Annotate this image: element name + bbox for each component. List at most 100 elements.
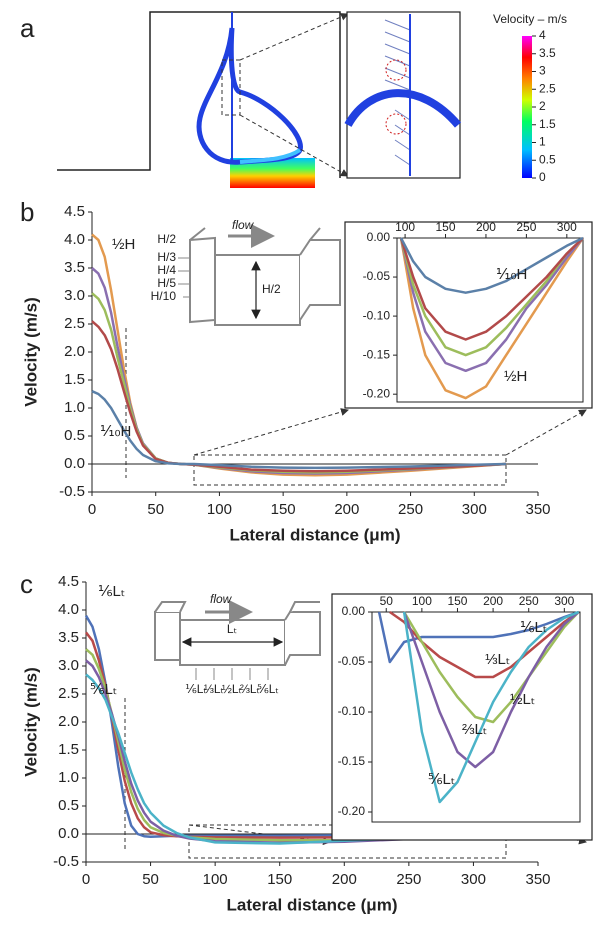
y-tick-label: 1.5 <box>64 371 85 388</box>
plot-frame <box>396 237 584 403</box>
series-line <box>403 611 580 724</box>
x-tick-label: 250 <box>519 594 539 608</box>
series-line <box>91 390 507 470</box>
zoom-arrow <box>505 409 587 456</box>
annotation: ⅓Lₜ <box>485 651 510 668</box>
length-label: Lₜ <box>227 622 237 636</box>
y-tick-label: 0.5 <box>58 797 79 814</box>
x-tick-label: 200 <box>483 594 503 608</box>
x-tick-label: 250 <box>396 871 421 888</box>
y-tick-label: 1.0 <box>58 769 79 786</box>
y-tick-label: 2.5 <box>64 315 85 332</box>
flow-label: flow <box>232 218 255 232</box>
series-line <box>399 237 584 357</box>
zoom-arrow <box>193 408 349 456</box>
x-tick-label: 50 <box>380 594 394 608</box>
x-tick-label: 300 <box>554 594 574 608</box>
y-tick-label: -0.5 <box>53 853 79 870</box>
level-label: H/10 <box>151 289 177 303</box>
x-tick-label: 200 <box>476 220 496 234</box>
x-tick-label: 300 <box>461 871 486 888</box>
series-line <box>85 673 506 845</box>
annotation: ⅒H <box>496 266 527 283</box>
panel-label: b <box>20 197 34 227</box>
series-line <box>402 611 580 769</box>
y-tick-label: 3.0 <box>58 657 79 674</box>
y-tick-label: -0.20 <box>363 386 391 400</box>
annotation: ⅒H <box>100 423 131 440</box>
x-axis-title: Lateral distance (μm) <box>229 525 400 544</box>
x-tick-label: 50 <box>147 501 164 518</box>
annotation: ⅚Lₜ <box>428 771 455 788</box>
flow-label: flow <box>210 592 233 606</box>
position-label: ⅔Lₜ <box>240 682 260 696</box>
y-tick-label: -0.15 <box>338 754 366 768</box>
y-tick-label: -0.10 <box>338 704 366 718</box>
annotation: ½H <box>112 236 135 253</box>
x-tick-label: 50 <box>142 871 159 888</box>
x-tick-label: 350 <box>525 871 550 888</box>
y-axis-title: Velocity (m/s) <box>21 297 40 407</box>
y-tick-label: 3.5 <box>64 259 85 276</box>
x-axis-title: Lateral distance (μm) <box>226 895 397 914</box>
y-tick-label: -0.05 <box>338 654 366 668</box>
y-axis-title: Velocity (m/s) <box>21 667 40 777</box>
zoom-box <box>193 454 507 486</box>
y-tick-label: 0.0 <box>58 825 79 842</box>
y-tick-label: 4.0 <box>58 601 79 618</box>
colorbar-tick-label: 2.5 <box>539 81 556 95</box>
colorbar-tick-label: 4 <box>539 28 546 42</box>
colorbar-tick-label: 0.5 <box>539 152 556 166</box>
x-tick-label: 250 <box>398 501 423 518</box>
level-label: H/4 <box>157 263 176 277</box>
x-tick-label: 300 <box>462 501 487 518</box>
y-tick-label: 0.5 <box>64 427 85 444</box>
y-tick-label: 2.5 <box>58 685 79 702</box>
x-tick-label: 100 <box>412 594 432 608</box>
x-tick-label: 100 <box>207 501 232 518</box>
series-line <box>377 610 580 664</box>
inset-frame <box>344 221 593 409</box>
panel-label: c <box>20 569 33 599</box>
x-tick-label: 250 <box>516 220 536 234</box>
y-tick-label: -0.20 <box>338 804 366 818</box>
position-label: ⅓Lₜ <box>204 682 224 696</box>
panel-label: a <box>20 13 35 43</box>
annotation: ⅔Lₜ <box>462 721 487 738</box>
y-tick-label: 2.0 <box>58 713 79 730</box>
level-label: H/3 <box>157 250 176 264</box>
position-label: ⅙Lₜ <box>185 682 207 696</box>
y-tick-label: -0.15 <box>363 347 391 361</box>
annotation: ½Lₜ <box>510 691 535 708</box>
y-tick-label: 1.0 <box>64 399 85 416</box>
y-tick-label: 4.0 <box>64 231 85 248</box>
y-tick-label: -0.10 <box>363 308 391 322</box>
simulation-diagram <box>57 11 462 188</box>
y-tick-label: -0.05 <box>363 269 391 283</box>
colorbar-tick-label: 3 <box>539 64 546 78</box>
annotation: ⅙Lₜ <box>520 619 547 636</box>
series-line <box>399 236 584 294</box>
series-line <box>402 610 580 804</box>
y-tick-label: 1.5 <box>58 741 79 758</box>
height-label: H/2 <box>262 282 281 296</box>
plot-frame <box>371 611 581 823</box>
channel-schematic <box>189 227 341 326</box>
y-tick-label: 0.0 <box>64 455 85 472</box>
position-label: ⅚Lₜ <box>257 682 279 696</box>
x-tick-label: 100 <box>203 871 228 888</box>
colorbar-tick-label: 0 <box>539 170 546 184</box>
colorbar-title: Velocity – m/s <box>493 12 567 26</box>
colorbar <box>522 36 532 178</box>
y-tick-label: 4.5 <box>64 203 85 220</box>
x-tick-label: 100 <box>395 220 415 234</box>
series-line <box>399 237 585 400</box>
y-tick-label: 3.0 <box>64 287 85 304</box>
annotation: ⅙Lₜ <box>98 583 125 600</box>
y-tick-label: -0.5 <box>59 483 85 500</box>
level-label: H/5 <box>157 276 176 290</box>
level-label: H/2 <box>157 232 176 246</box>
y-tick-label: 2.0 <box>64 343 85 360</box>
series-line <box>399 237 584 373</box>
annotation: ⅚Lₜ <box>90 681 117 698</box>
